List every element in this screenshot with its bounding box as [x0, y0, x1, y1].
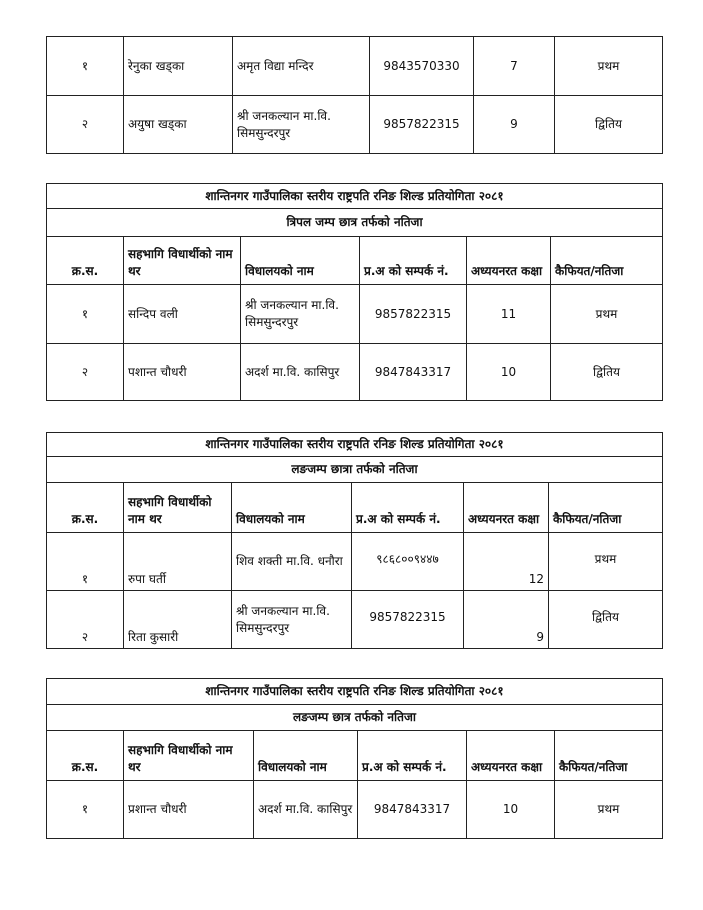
result-cell: द्वितिय	[554, 95, 663, 154]
serial-cell: २	[46, 590, 124, 649]
column-header-school-name: विधालयको नाम	[240, 236, 360, 285]
class-cell: 7	[473, 36, 555, 96]
serial-cell: २	[46, 343, 124, 401]
column-header-result: कैफियत/नतिजा	[554, 730, 663, 781]
table-title: शान्तिनगर गाउँपालिका स्तरीय राष्ट्रपति र…	[46, 678, 663, 705]
column-header-contact-number: प्र.अ को सम्पर्क नं.	[357, 730, 467, 781]
class-cell: 10	[466, 343, 551, 401]
student-name-cell: प्रशान्त चौधरी	[123, 780, 254, 839]
column-header-student-name: सहभागि विधार्थीको नाम थर	[123, 236, 241, 285]
school-name-cell: अदर्श मा.वि. कासिपुर	[253, 780, 358, 839]
class-cell: 11	[466, 284, 551, 344]
result-cell: द्वितिय	[550, 343, 663, 401]
column-header-serial: क्र.स.	[46, 730, 124, 781]
table-title: शान्तिनगर गाउँपालिका स्तरीय राष्ट्रपति र…	[46, 183, 663, 209]
table-row: १ रेनुका खड्का अमृत विद्या मन्दिर 984357033…	[46, 36, 663, 96]
contact-number-cell: 9857822315	[369, 95, 474, 154]
student-name-cell: रुपा घर्ती	[123, 532, 232, 591]
column-header-school-name: विधालयको नाम	[231, 482, 352, 533]
column-header-class: अध्ययनरत कक्षा	[463, 482, 549, 533]
class-cell: 10	[466, 780, 555, 839]
results-table: शान्तिनगर गाउँपालिका स्तरीय राष्ट्रपति र…	[46, 183, 663, 401]
column-header-student-name: सहभागि विधार्थीको नाम थर	[123, 730, 254, 781]
table-subtitle: लङजम्प छात्रा तर्फको नतिजा	[46, 456, 663, 483]
serial-cell: १	[46, 532, 124, 591]
table-subtitle: त्रिपल जम्प छात्र तर्फको नतिजा	[46, 208, 663, 237]
table-title: शान्तिनगर गाउँपालिका स्तरीय राष्ट्रपति र…	[46, 432, 663, 457]
school-name-cell: श्री जनकल्यान मा.वि. सिमसुन्दरपुर	[240, 284, 360, 344]
school-name-cell: शिव शक्ती मा.वि. धनौरा	[231, 532, 352, 591]
results-table: शान्तिनगर गाउँपालिका स्तरीय राष्ट्रपति र…	[46, 432, 663, 649]
column-header-school-name: विधालयको नाम	[253, 730, 358, 781]
column-header-serial: क्र.स.	[46, 236, 124, 285]
class-cell: 9	[463, 590, 549, 649]
column-header-class: अध्ययनरत कक्षा	[466, 236, 551, 285]
table-row: १ प्रशान्त चौधरी अदर्श मा.वि. कासिपुर 98478…	[46, 780, 663, 839]
serial-cell: १	[46, 284, 124, 344]
serial-cell: १	[46, 780, 124, 839]
column-header-serial: क्र.स.	[46, 482, 124, 533]
school-name-cell: अमृत विद्या मन्दिर	[232, 36, 370, 96]
contact-number-cell: 9857822315	[351, 590, 464, 649]
contact-number-cell: 9847843317	[359, 343, 467, 401]
column-header-class: अध्ययनरत कक्षा	[466, 730, 555, 781]
table-row: २ पशान्त चौधरी अदर्श मा.वि. कासिपुर 9847843…	[46, 343, 663, 401]
results-table: शान्तिनगर गाउँपालिका स्तरीय राष्ट्रपति र…	[46, 678, 663, 839]
table-subtitle: लङजम्प छात्र तर्फको नतिजा	[46, 704, 663, 731]
student-name-cell: सन्दिप वली	[123, 284, 241, 344]
contact-number-cell: 9843570330	[369, 36, 474, 96]
column-header-result: कैफियत/नतिजा	[550, 236, 663, 285]
student-name-cell: रिता कुसारी	[123, 590, 232, 649]
school-name-cell: अदर्श मा.वि. कासिपुर	[240, 343, 360, 401]
table-row: १ सन्दिप वली श्री जनकल्यान मा.वि. सिमसुन्द…	[46, 284, 663, 344]
student-name-cell: रेनुका खड्का	[123, 36, 233, 96]
column-header-contact-number: प्र.अ को सम्पर्क नं.	[359, 236, 467, 285]
column-header-contact-number: प्र.अ को सम्पर्क नं.	[351, 482, 464, 533]
result-cell: प्रथम	[548, 532, 663, 591]
serial-cell: २	[46, 95, 124, 154]
student-name-cell: अयुषा खड्का	[123, 95, 233, 154]
result-cell: प्रथम	[554, 780, 663, 839]
contact-number-cell: ९८६८००९४४७	[351, 532, 464, 591]
table-row: २ रिता कुसारी श्री जनकल्यान मा.वि. सिमसुन्…	[46, 590, 663, 649]
result-cell: प्रथम	[554, 36, 663, 96]
result-cell: प्रथम	[550, 284, 663, 344]
result-cell: द्वितिय	[548, 590, 663, 649]
school-name-cell: श्री जनकल्यान मा.वि. सिमसुन्दरपुर	[231, 590, 352, 649]
student-name-cell: पशान्त चौधरी	[123, 343, 241, 401]
contact-number-cell: 9847843317	[357, 780, 467, 839]
table-row: १ रुपा घर्ती शिव शक्ती मा.वि. धनौरा ९८६८००९…	[46, 532, 663, 591]
contact-number-cell: 9857822315	[359, 284, 467, 344]
column-header-result: कैफियत/नतिजा	[548, 482, 663, 533]
class-cell: 9	[473, 95, 555, 154]
serial-cell: १	[46, 36, 124, 96]
column-header-student-name: सहभागि विधार्थीको नाम थर	[123, 482, 232, 533]
school-name-cell: श्री जनकल्यान मा.वि. सिमसुन्दरपुर	[232, 95, 370, 154]
results-table: १ रेनुका खड्का अमृत विद्या मन्दिर 984357033…	[46, 36, 663, 154]
class-cell: 12	[463, 532, 549, 591]
table-row: २ अयुषा खड्का श्री जनकल्यान मा.वि. सिमसुन्…	[46, 95, 663, 154]
